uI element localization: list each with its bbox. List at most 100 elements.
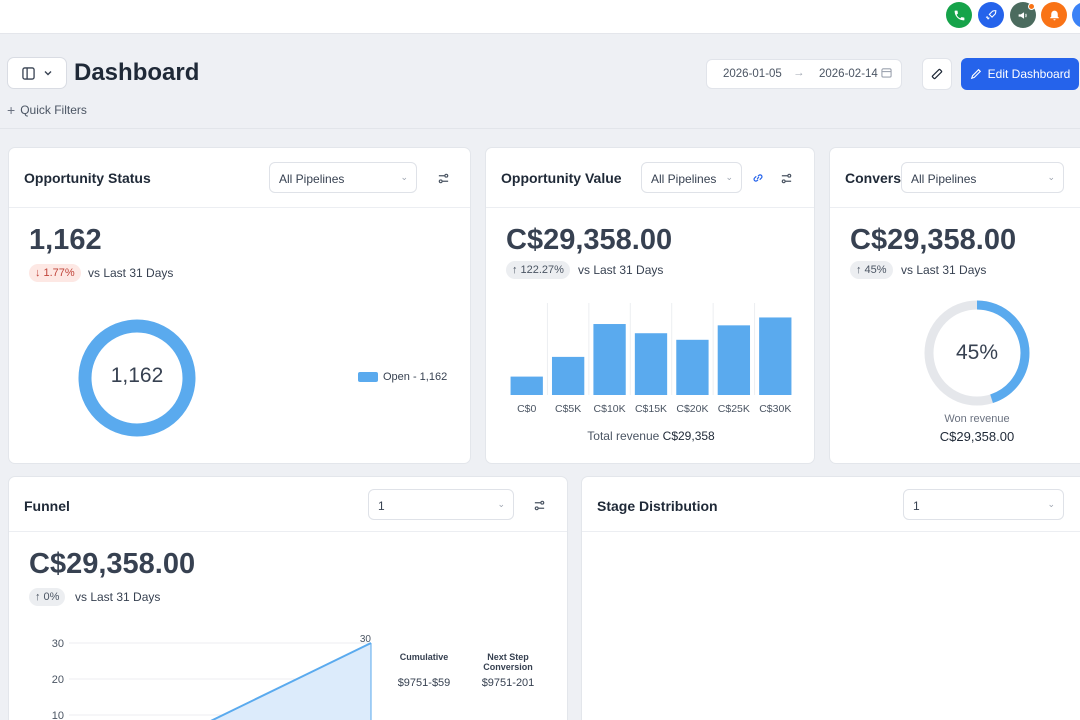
pipeline-select[interactable]: All Pipelines ⌄ <box>641 162 742 193</box>
header-divider <box>0 128 1080 129</box>
bar-chart: C$0 C$5K C$10K C$15K C$20K C$25K C$30K <box>510 303 792 415</box>
select-value: All Pipelines <box>651 172 717 186</box>
arrow-down-icon: ↓ <box>35 267 41 279</box>
edit-dashboard-button[interactable]: Edit Dashboard <box>961 58 1079 90</box>
change-value: 1.77% <box>43 267 75 279</box>
chevron-down-icon: ⌄ <box>725 172 733 182</box>
pipeline-select[interactable]: All Pipelines ⌄ <box>901 162 1064 193</box>
arrow-right-icon: → <box>793 67 805 79</box>
comparison-label: vs Last 31 Days <box>75 590 161 604</box>
user-icon[interactable] <box>1072 2 1080 28</box>
chevron-down-icon: ⌄ <box>400 172 408 182</box>
date-end: 2026-02-14 <box>819 68 878 80</box>
x-tick-label: C$20K <box>676 403 708 415</box>
change-value: 45% <box>864 264 887 276</box>
bar <box>593 324 626 395</box>
change-value: 122.27% <box>520 264 564 276</box>
cumulative-header: Cumulative <box>399 652 449 662</box>
notification-dot <box>1028 3 1035 10</box>
opportunity-value-card: Opportunity Value All Pipelines ⌄ C$29,3… <box>485 147 815 464</box>
chevron-down-icon <box>44 71 51 76</box>
x-tick-label: C$10K <box>594 403 626 415</box>
x-tick-label: C$30K <box>759 403 791 415</box>
total-revenue-label: Total revenue <box>587 429 660 443</box>
funnel-card: Funnel 1 ⌄ C$29,358.00 ↑ 0% vs Last 31 D… <box>8 476 568 720</box>
won-revenue-value: C$29,358.00 <box>939 429 1015 444</box>
change-value: 0% <box>43 591 60 603</box>
bar <box>634 333 668 395</box>
arrow-up-icon: ↑ <box>856 264 862 276</box>
layout-icon <box>21 66 35 80</box>
x-tick-label: C$15K <box>635 403 667 415</box>
opportunity-status-card: Opportunity Status All Pipelines ⌄ 1,162… <box>8 147 471 464</box>
select-value: All Pipelines <box>911 172 977 186</box>
date-start: 2026-01-05 <box>723 68 782 80</box>
select-value: All Pipelines <box>279 172 345 186</box>
arrow-up-icon: ↑ <box>512 264 518 276</box>
card-header: Opportunity Value All Pipelines ⌄ <box>486 148 814 208</box>
megaphone-icon[interactable] <box>1010 2 1036 28</box>
date-range-picker[interactable]: 2026-01-05 → 2026-02-14 <box>706 59 902 89</box>
card-header: Funnel 1 ⌄ <box>9 477 567 532</box>
legend-label: Open - 1,162 <box>383 371 448 383</box>
stage-distribution-card: Stage Distribution 1 ⌄ <box>581 476 1080 720</box>
phone-icon[interactable] <box>946 2 972 28</box>
y-tick-label: 10 <box>52 710 64 720</box>
series-line <box>210 642 372 720</box>
bar <box>676 339 709 395</box>
comparison-label: vs Last 31 Days <box>901 263 987 277</box>
metric-value: C$29,358.00 <box>29 548 196 580</box>
legend-swatch <box>358 372 378 382</box>
ruler-button[interactable] <box>922 58 952 90</box>
settings-sliders-icon[interactable] <box>531 497 547 513</box>
settings-sliders-icon[interactable] <box>435 170 451 186</box>
pipeline-select[interactable]: All Pipelines ⌄ <box>269 162 417 193</box>
next-step-value: $9751-201 <box>481 677 535 689</box>
plus-icon: + <box>7 102 16 118</box>
chart-legend: Open - 1,162 <box>358 371 447 383</box>
bar <box>759 317 792 395</box>
card-title: Stage Distribution <box>597 498 718 514</box>
pencil-icon <box>970 68 981 80</box>
total-revenue: Total revenue C$29,358 <box>486 429 814 443</box>
donut-chart <box>78 319 196 437</box>
settings-sliders-icon[interactable] <box>778 170 794 186</box>
change-badge: ↑ 0% <box>29 588 66 606</box>
metric-value: C$29,358.00 <box>850 224 1017 256</box>
change-badge: ↑ 45% <box>850 261 893 279</box>
chevron-down-icon: ⌄ <box>497 499 505 509</box>
page-title: Dashboard <box>74 59 200 86</box>
chevron-down-icon: ⌄ <box>1047 499 1055 509</box>
y-tick-label: 30 <box>52 638 64 650</box>
change-badge: ↑ 122.27% <box>506 261 570 279</box>
card-header: Stage Distribution 1 ⌄ <box>582 477 1080 532</box>
won-revenue-label: Won revenue <box>944 413 1010 425</box>
gauge-arc <box>924 300 1030 406</box>
conversion-card: Convers All Pipelines ⌄ C$29,358.00 ↑ 45… <box>829 147 1080 464</box>
select-value: 1 <box>378 499 385 513</box>
ruler-icon <box>931 68 943 80</box>
comparison-label: vs Last 31 Days <box>88 266 174 280</box>
stage-select[interactable]: 1 ⌄ <box>903 489 1064 520</box>
link-icon[interactable] <box>750 170 766 186</box>
card-header: Opportunity Status All Pipelines ⌄ <box>9 148 470 208</box>
gauge-label: 45% <box>955 341 999 364</box>
bar <box>717 325 751 395</box>
peak-label: 30 <box>360 634 372 645</box>
x-tick-label: C$5K <box>555 403 581 415</box>
bell-icon[interactable] <box>1041 2 1067 28</box>
donut-center-value: 1,162 <box>110 364 164 387</box>
x-tick-label: C$0 <box>517 403 536 415</box>
top-bar <box>0 0 1080 34</box>
funnel-select[interactable]: 1 ⌄ <box>368 489 514 520</box>
quick-filters-button[interactable]: + Quick Filters <box>7 102 87 118</box>
arrow-up-icon: ↑ <box>35 591 41 603</box>
metric-value: C$29,358.00 <box>506 224 673 256</box>
view-toggle-button[interactable] <box>7 57 67 89</box>
card-title: Funnel <box>24 498 70 514</box>
donut-ring <box>78 319 196 437</box>
area-fill <box>212 643 371 720</box>
rocket-icon[interactable] <box>978 2 1004 28</box>
change-badge: ↓ 1.77% <box>29 264 81 282</box>
card-title: Convers <box>845 170 902 186</box>
